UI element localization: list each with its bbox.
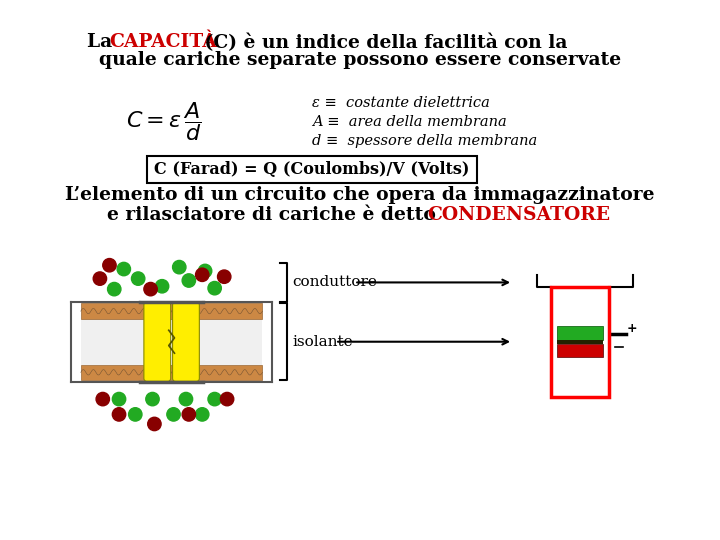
Circle shape	[144, 282, 157, 296]
Text: quale cariche separate possono essere conservate: quale cariche separate possono essere co…	[99, 51, 621, 69]
Circle shape	[167, 408, 180, 421]
Text: d ≡  spessore della membrana: d ≡ spessore della membrana	[312, 134, 537, 148]
Circle shape	[173, 260, 186, 274]
Circle shape	[112, 393, 126, 406]
Circle shape	[208, 281, 221, 295]
Text: e rilasciatore di cariche è detto: e rilasciatore di cariche è detto	[107, 206, 442, 224]
Circle shape	[107, 282, 121, 296]
Circle shape	[117, 262, 130, 276]
Text: conduttore: conduttore	[292, 275, 377, 289]
Bar	[81, 303, 263, 319]
Circle shape	[132, 272, 145, 285]
Text: La: La	[87, 33, 119, 51]
Circle shape	[148, 417, 161, 431]
Circle shape	[196, 408, 209, 421]
Text: CONDENSATORE: CONDENSATORE	[427, 206, 610, 224]
Text: A ≡  area della membrana: A ≡ area della membrana	[312, 115, 507, 129]
Circle shape	[208, 393, 221, 406]
Circle shape	[156, 280, 168, 293]
Text: L’elemento di un circuito che opera da immagazzinatore: L’elemento di un circuito che opera da i…	[66, 186, 654, 205]
Circle shape	[112, 408, 126, 421]
Circle shape	[182, 408, 196, 421]
Bar	[552, 287, 608, 397]
Circle shape	[196, 268, 209, 281]
Circle shape	[93, 272, 107, 285]
Text: CAPACITÀ: CAPACITÀ	[109, 33, 217, 51]
Text: (C) è un indice della facilità con la: (C) è un indice della facilità con la	[199, 33, 568, 52]
Bar	[81, 364, 263, 380]
FancyBboxPatch shape	[173, 302, 199, 381]
Circle shape	[217, 270, 231, 284]
Circle shape	[103, 259, 116, 272]
Circle shape	[129, 408, 142, 421]
Circle shape	[96, 393, 109, 406]
Circle shape	[220, 393, 234, 406]
Text: ε ≡  costante dielettrica: ε ≡ costante dielettrica	[312, 96, 490, 110]
Bar	[147, 156, 477, 183]
Text: isolante: isolante	[292, 335, 353, 349]
Circle shape	[182, 274, 196, 287]
Text: $C = \varepsilon\,\dfrac{A}{d}$: $C = \varepsilon\,\dfrac{A}{d}$	[126, 100, 202, 143]
Text: +: +	[627, 322, 637, 335]
Text: C (Farad) = Q (Coulombs)/V (Volts): C (Farad) = Q (Coulombs)/V (Volts)	[155, 161, 470, 178]
Circle shape	[199, 264, 212, 278]
Circle shape	[179, 393, 193, 406]
Circle shape	[145, 393, 159, 406]
Bar	[557, 343, 603, 357]
Bar	[557, 326, 603, 340]
FancyBboxPatch shape	[144, 302, 171, 381]
Bar	[81, 319, 263, 364]
Bar	[557, 340, 603, 343]
